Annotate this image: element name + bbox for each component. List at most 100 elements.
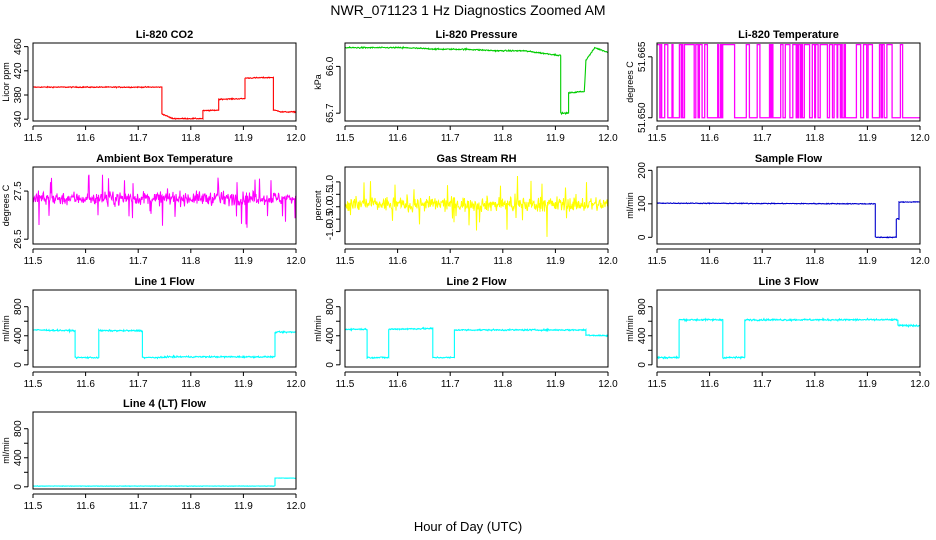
y-axis-label: degrees C bbox=[1, 184, 11, 226]
chart-title: Line 1 Flow bbox=[135, 276, 195, 288]
data-layer bbox=[657, 200, 920, 239]
x-tick-label: 11.9 bbox=[546, 133, 565, 144]
x-tick-label: 11.7 bbox=[441, 256, 460, 267]
y-axis-label: degrees C bbox=[625, 61, 635, 103]
x-tick-label: 12.0 bbox=[598, 379, 618, 390]
y-axis-label: ml/min bbox=[625, 192, 635, 219]
x-tick-label: 11.6 bbox=[388, 379, 407, 390]
series-line bbox=[657, 43, 920, 119]
x-tick-label: 11.8 bbox=[181, 501, 200, 512]
chart-panel: Line 3 Flow 11.5 11.6 11.7 11.8 11.9 12.0 0 400 8… bbox=[625, 276, 930, 390]
y-tick-label: 0 bbox=[325, 362, 336, 368]
y-tick-label: 200 bbox=[637, 162, 648, 179]
y-tick-label: 400 bbox=[13, 327, 24, 344]
data-layer bbox=[33, 327, 296, 360]
x-tick-label: 11.6 bbox=[700, 256, 719, 267]
y-tick-label: 1.0 bbox=[325, 175, 336, 189]
x-tick-label: 11.5 bbox=[648, 133, 667, 144]
x-tick-label: 12.0 bbox=[286, 501, 306, 512]
x-tick-label: 11.9 bbox=[234, 379, 253, 390]
chart-title: Ambient Box Temperature bbox=[96, 153, 233, 165]
data-layer bbox=[345, 326, 608, 360]
x-tick-label: 11.9 bbox=[858, 256, 877, 267]
series-line bbox=[33, 76, 296, 121]
chart-panel: Li-820 Pressure 11.5 11.6 11.7 11.8 11.9 12.0 6… bbox=[313, 29, 618, 144]
y-tick-label: 0 bbox=[637, 362, 648, 368]
plot-frame bbox=[344, 289, 609, 368]
x-tick-label: 11.7 bbox=[753, 256, 772, 267]
x-tick-label: 11.5 bbox=[24, 256, 43, 267]
y-tick-label: 0.0 bbox=[325, 199, 336, 213]
x-tick-label: 11.5 bbox=[24, 133, 43, 144]
chart-panel: Sample Flow 11.5 11.6 11.7 11.8 11.9 12.0 0 100 2… bbox=[625, 153, 930, 267]
data-layer bbox=[33, 477, 296, 488]
x-tick-label: 12.0 bbox=[598, 133, 618, 144]
x-tick-label: 11.8 bbox=[805, 379, 824, 390]
y-axis-label: ml/min bbox=[313, 315, 323, 342]
x-tick-label: 11.8 bbox=[493, 256, 512, 267]
y-tick-label: 400 bbox=[13, 449, 24, 466]
y-tick-label: 0 bbox=[13, 484, 24, 490]
y-axis-label: kPa bbox=[313, 74, 323, 90]
figure-x-axis-label: Hour of Day (UTC) bbox=[414, 519, 522, 534]
y-tick-label: -0.5 bbox=[325, 210, 336, 228]
x-tick-label: 11.7 bbox=[441, 379, 460, 390]
x-tick-label: 11.9 bbox=[858, 379, 877, 390]
chart-title: Li-820 Temperature bbox=[738, 29, 839, 41]
data-layer bbox=[657, 43, 920, 119]
chart-title: Li-820 Pressure bbox=[436, 29, 518, 41]
series-line bbox=[345, 326, 608, 360]
y-tick-label: 51.650 bbox=[637, 102, 648, 133]
y-tick-label: 340 bbox=[13, 110, 24, 127]
y-tick-label: 0 bbox=[13, 362, 24, 368]
x-tick-label: 12.0 bbox=[286, 256, 306, 267]
data-layer bbox=[33, 174, 296, 228]
x-tick-label: 11.6 bbox=[76, 379, 95, 390]
y-tick-label: 460 bbox=[13, 38, 24, 55]
y-tick-label: -1.0 bbox=[325, 223, 336, 241]
data-layer bbox=[33, 76, 296, 121]
x-tick-label: 11.9 bbox=[858, 133, 877, 144]
series-line bbox=[33, 327, 296, 360]
chart-panel: Line 4 (LT) Flow 11.5 11.6 11.7 11.8 11.9 12.0… bbox=[1, 398, 306, 512]
y-tick-label: 65.7 bbox=[325, 103, 336, 123]
x-tick-label: 11.6 bbox=[76, 501, 95, 512]
x-tick-label: 11.6 bbox=[76, 133, 95, 144]
x-tick-label: 11.9 bbox=[234, 133, 253, 144]
plot-frame bbox=[656, 166, 921, 245]
x-tick-label: 11.5 bbox=[648, 379, 667, 390]
x-tick-label: 11.7 bbox=[129, 256, 148, 267]
y-tick-label: 380 bbox=[13, 86, 24, 103]
x-tick-label: 11.7 bbox=[753, 133, 772, 144]
x-tick-label: 11.9 bbox=[234, 501, 253, 512]
x-tick-label: 12.0 bbox=[910, 256, 930, 267]
y-tick-label: 420 bbox=[13, 62, 24, 79]
data-layer bbox=[345, 45, 608, 116]
chart-title: Li-820 CO2 bbox=[136, 29, 193, 41]
y-tick-label: 66.0 bbox=[325, 56, 336, 76]
chart-panel: Li-820 CO2 11.5 11.6 11.7 11.8 11.9 12.0 340 380… bbox=[1, 29, 306, 144]
series-line bbox=[33, 174, 296, 228]
chart-title: Line 2 Flow bbox=[447, 276, 507, 288]
y-axis-label: ml/min bbox=[1, 437, 11, 464]
series-line bbox=[657, 200, 920, 239]
x-tick-label: 11.6 bbox=[388, 133, 407, 144]
x-tick-label: 12.0 bbox=[910, 133, 930, 144]
x-tick-label: 11.5 bbox=[648, 256, 667, 267]
x-tick-label: 11.9 bbox=[546, 256, 565, 267]
y-tick-label: 100 bbox=[637, 195, 648, 212]
y-tick-label: 0 bbox=[637, 234, 648, 240]
x-tick-label: 11.6 bbox=[700, 133, 719, 144]
chart-panel: Line 1 Flow 11.5 11.6 11.7 11.8 11.9 12.0 0 400 8… bbox=[1, 276, 306, 390]
y-tick-label: 800 bbox=[13, 420, 24, 437]
plot-frame bbox=[32, 42, 297, 122]
chart-title: Sample Flow bbox=[755, 153, 823, 165]
x-tick-label: 11.7 bbox=[753, 379, 772, 390]
x-tick-label: 11.6 bbox=[388, 256, 407, 267]
x-tick-label: 11.8 bbox=[493, 379, 512, 390]
y-tick-label: 26.5 bbox=[13, 229, 24, 249]
y-tick-label: 0.5 bbox=[325, 187, 336, 201]
x-tick-label: 12.0 bbox=[286, 379, 306, 390]
y-axis-label: percent bbox=[313, 190, 323, 221]
